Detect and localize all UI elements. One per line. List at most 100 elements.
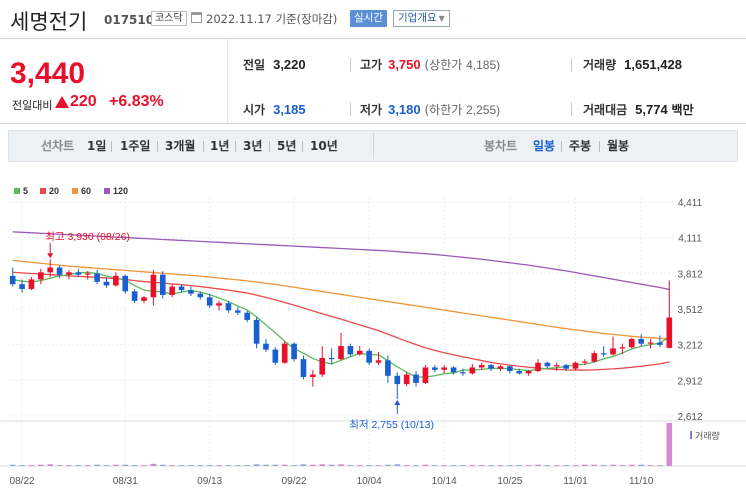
company-info-button[interactable]: 기업개요 ▼ [393, 10, 450, 27]
tab-1d[interactable]: 1일 [87, 139, 107, 153]
x-tick-label: 09/22 [282, 476, 307, 487]
volume-bar [488, 465, 494, 466]
tab-daily[interactable]: 일봉 [533, 139, 556, 153]
candle-body [553, 365, 560, 367]
ma120-line [12, 231, 670, 291]
volume-bar [122, 464, 129, 466]
amount-unit: 백만 [671, 103, 694, 117]
y-tick-label: 4,111 [678, 234, 702, 245]
candle-body [38, 272, 44, 280]
up-arrow-icon [394, 399, 401, 405]
x-tick-label: 11/10 [629, 476, 654, 487]
x-tick-label: 10/04 [357, 476, 382, 487]
candle-body [28, 279, 35, 289]
tab-3m[interactable]: 3개월 [165, 139, 196, 153]
volume-bar [206, 465, 213, 466]
x-tick-label: 11/01 [563, 476, 588, 487]
line-chart-label[interactable]: 선차트 [41, 139, 75, 153]
tab-1w[interactable]: 1주일 [120, 139, 151, 153]
candle-body [413, 374, 419, 383]
volume-bar [113, 464, 119, 466]
tab-monthly[interactable]: 월봉 [607, 139, 630, 153]
tab-10y[interactable]: 10년 [310, 139, 338, 153]
legend-label-120: 120 [113, 186, 128, 196]
amount-value: 5,774 [635, 102, 668, 117]
company-info-label: 기업개요 [398, 12, 437, 24]
high-label: 고가 [360, 58, 383, 72]
market-badge: 코스닥 [151, 11, 187, 26]
divider [571, 102, 572, 116]
stock-chart: 5 20 60 120 4,411 4,111 3,812 3,512 3,212 2,912 2,… [0, 178, 746, 493]
y-tick-label: 3,812 [677, 269, 702, 280]
volume-bar [535, 464, 541, 466]
volume-bar [272, 464, 279, 466]
prev-close: 전일 3,220 [243, 56, 306, 73]
volume-bar [666, 423, 673, 466]
candle-body [403, 374, 410, 385]
volume-bar [150, 463, 157, 466]
divider [111, 141, 112, 152]
realtime-button[interactable]: 실시간 [350, 10, 387, 27]
candle-chart-label[interactable]: 봉차트 [484, 139, 518, 153]
candle-body [281, 343, 288, 363]
volume-bar [300, 464, 307, 466]
candle-body [497, 366, 504, 369]
volume-bar [38, 464, 44, 466]
volume-bar [188, 465, 194, 466]
volume-bar [291, 465, 297, 466]
candle-body [619, 347, 626, 349]
prev-close-value: 3,220 [273, 57, 306, 72]
candle-body [263, 343, 269, 350]
volume-bar [544, 465, 551, 466]
candle-body [141, 297, 147, 301]
legend-swatch-60 [72, 188, 78, 194]
volume-bar [47, 464, 54, 466]
x-tick-label: 08/31 [113, 476, 138, 487]
volume-bar [244, 465, 251, 466]
candle-body [591, 353, 598, 362]
volume-bar [19, 465, 25, 466]
volume-bar [84, 465, 91, 466]
tab-5y[interactable]: 5년 [277, 139, 297, 153]
volume-bar [403, 465, 410, 466]
volume-bar [366, 465, 372, 466]
legend-label-60: 60 [81, 186, 91, 196]
candle-body [385, 360, 391, 376]
legend-swatch-20 [40, 188, 46, 194]
volume-bar [572, 465, 579, 466]
period-toolbar: 선차트 1일 1주일 3개월 1년 3년 5년 10년 봉차트 일봉 주봉 월봉 [8, 130, 738, 162]
candle-body [628, 338, 635, 348]
volume-bar [319, 464, 326, 466]
open-label: 시가 [243, 103, 266, 117]
candle-body [366, 350, 372, 363]
volume-bar [507, 465, 513, 466]
stock-name: 세명전기 [10, 10, 88, 34]
candle-body [535, 362, 541, 372]
legend-label-20: 20 [49, 186, 59, 196]
candle-body [450, 367, 457, 373]
candle-body [356, 350, 363, 355]
tab-weekly[interactable]: 주봉 [569, 139, 592, 153]
volume-bar [469, 465, 476, 466]
candle-body [253, 319, 260, 344]
current-price: 3,440 [10, 57, 86, 90]
tab-1y[interactable]: 1년 [210, 139, 230, 153]
lower-limit-label: (하한가 [424, 103, 463, 117]
calendar-icon [191, 12, 202, 23]
volume-bar [582, 464, 588, 466]
y-tick-label: 4,411 [678, 198, 703, 209]
volume-bar [9, 464, 16, 466]
volume-bar [647, 465, 654, 466]
volume-bar [553, 465, 560, 466]
volume-bar [431, 465, 438, 466]
candle-body [291, 343, 297, 360]
volume-bar [441, 465, 447, 466]
y-tick-label: 3,512 [677, 305, 702, 316]
volume-bar [56, 465, 63, 466]
tab-3y[interactable]: 3년 [243, 139, 263, 153]
divider [561, 141, 562, 152]
change-value: 220 [70, 93, 97, 110]
candle-body [338, 346, 344, 360]
volume-bar [450, 465, 457, 466]
volume-bar [66, 465, 72, 466]
